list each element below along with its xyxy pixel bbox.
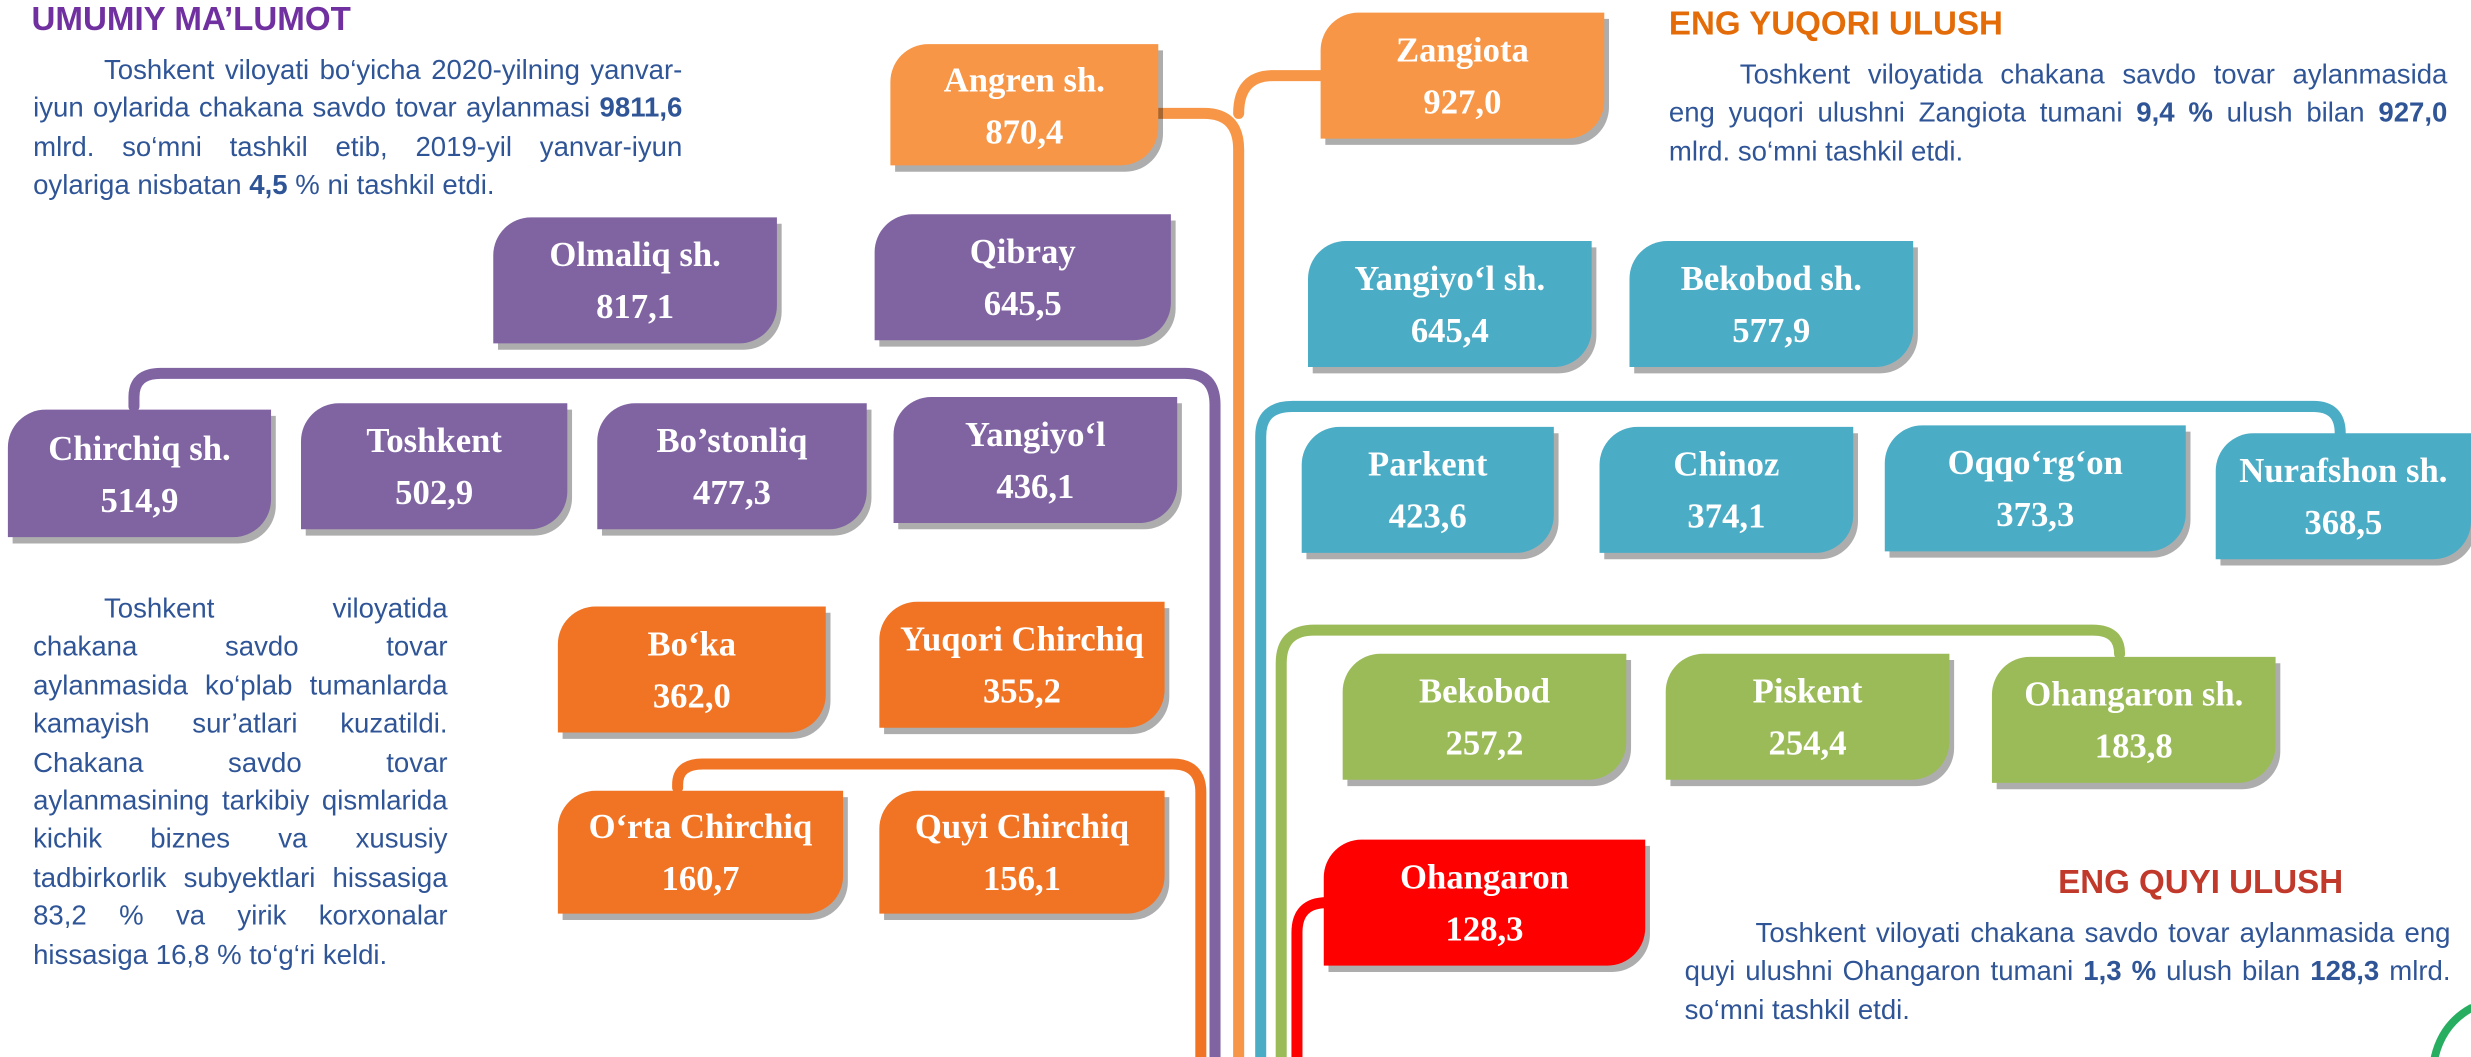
red-connector (1291, 897, 1333, 1057)
orange-connector-lower (672, 758, 1207, 1057)
district-name: Bo’stonliq (656, 420, 808, 460)
district-box: Piskent 254,4 (1665, 653, 1950, 780)
text-segment: 9,4 % (2136, 96, 2213, 129)
district-value: 362,0 (652, 675, 731, 716)
district-name: Ohangaron (1400, 856, 1569, 897)
district-box: Ohangaron 128,3 (1323, 839, 1646, 966)
district-value: 502,9 (395, 472, 474, 512)
district-box: Yuqori Chirchiq 355,2 (879, 601, 1165, 728)
district-box: Chirchiq sh. 514,9 (7, 409, 272, 538)
district-value: 183,8 (2094, 726, 2173, 766)
district-box: O‘rta Chirchiq 160,7 (557, 790, 844, 914)
district-value: 374,1 (1687, 496, 1766, 536)
district-value: 423,6 (1388, 496, 1467, 536)
info-text: Toshkent viloyati bo‘yicha 2020-yilning … (33, 50, 682, 204)
district-name: Piskent (1752, 671, 1863, 711)
district-box: Bo’stonliq 477,3 (597, 403, 867, 530)
text-segment: Toshkent viloyati bo‘yicha 2020-yilning … (33, 53, 683, 124)
blue-connector (1255, 400, 2346, 1057)
district-name: Bekobod sh. (1680, 258, 1862, 298)
district-name: O‘rta Chirchiq (588, 806, 813, 846)
district-name: Oqqo‘rg‘on (1947, 442, 2123, 483)
info-title: UMUMIY MA’LUMOT (31, 1, 351, 38)
district-name: Angren sh. (943, 59, 1105, 99)
district-value: 477,3 (693, 472, 772, 512)
district-box: Qibray 645,5 (874, 214, 1171, 341)
district-box: Olmaliq sh. 817,1 (493, 217, 777, 344)
purple-connector (128, 367, 1221, 1057)
district-box: Quyi Chirchiq 156,1 (879, 790, 1165, 914)
district-box: Bekobod 257,2 (1342, 653, 1627, 780)
text-segment: mlrd. so‘mni tashkil etdi. (1668, 135, 1964, 167)
text-segment: Toshkent viloyatida chakana savdo tovar … (33, 592, 448, 970)
green-connector (1275, 624, 2126, 1057)
district-box: Bekobod sh. 577,9 (1629, 241, 1914, 368)
district-box: Ohangaron sh. 183,8 (1991, 656, 2276, 783)
district-name: Nurafshon sh. (2239, 450, 2448, 490)
district-name: Yangiyo‘l sh. (1354, 258, 1546, 298)
district-value: 160,7 (661, 858, 740, 898)
top-text: Toshkent viloyatida chakana savdo tovar … (1668, 55, 2448, 170)
district-value: 373,3 (1996, 494, 2075, 535)
district-value: 870,4 (985, 111, 1064, 151)
district-name: Olmaliq sh. (549, 234, 721, 275)
district-name: Yangiyo‘l (965, 414, 1106, 454)
district-box: Chinoz 374,1 (1599, 426, 1854, 553)
district-name: Parkent (1368, 444, 1488, 484)
district-value: 156,1 (982, 858, 1061, 898)
district-name: Qibray (969, 231, 1076, 271)
text-segment: 128,3 (2310, 955, 2380, 987)
district-box: Toshkent 502,9 (300, 403, 568, 530)
bottom-title: ENG QUYI ULUSH (2058, 864, 2344, 902)
district-box: Parkent 423,6 (1301, 426, 1554, 553)
district-name: Bekobod (1418, 671, 1551, 711)
text-segment: mlrd. so‘mni tashkil etib, 2019-yil yanv… (33, 130, 683, 201)
text-segment: % ni tashkil etdi. (287, 168, 495, 201)
district-box: Angren sh. 870,4 (890, 44, 1159, 166)
text-segment: ulush bilan (2212, 96, 2379, 129)
district-value: 645,4 (1410, 310, 1489, 350)
district-box: Yangiyo‘l 436,1 (893, 396, 1178, 523)
district-box: Nurafshon sh. 368,5 (2215, 433, 2471, 560)
district-name: Ohangaron sh. (2024, 674, 2244, 714)
district-value: 436,1 (996, 466, 1075, 506)
district-value: 355,2 (982, 671, 1061, 711)
top-title: ENG YUQORI ULUSH (1668, 6, 2003, 43)
text-segment: 927,0 (2378, 96, 2448, 129)
orange-connector (1152, 70, 1327, 1057)
district-value: 927,0 (1423, 81, 1502, 122)
text-segment: mlrd. so‘mni tashkil etdi. (1684, 955, 2451, 1026)
text-segment: 9811,6 (599, 92, 683, 124)
district-name: Chinoz (1673, 444, 1780, 484)
text-segment: 4,5 (249, 168, 288, 201)
district-value: 368,5 (2304, 502, 2383, 542)
district-value: 514,9 (100, 479, 179, 520)
district-box: Yangiyo‘l sh. 645,4 (1307, 241, 1592, 368)
district-name: Toshkent (366, 420, 502, 460)
district-box: Zangiota 927,0 (1320, 12, 1605, 139)
district-value: 817,1 (596, 286, 675, 327)
district-name: Chirchiq sh. (48, 427, 231, 468)
text-segment: ulush bilan (2156, 955, 2311, 987)
text-segment: Toshkent viloyatida chakana savdo tovar … (1668, 58, 2448, 129)
note-text: Toshkent viloyatida chakana savdo tovar … (33, 589, 447, 973)
bottom-text: Toshkent viloyati chakana savdo tovar ay… (1685, 914, 2451, 1029)
district-value: 128,3 (1445, 908, 1524, 949)
district-name: Yuqori Chirchiq (900, 619, 1144, 659)
district-box: Bo‘ka 362,0 (557, 606, 826, 733)
district-value: 254,4 (1768, 723, 1847, 763)
text-segment: 1,3 % (2083, 955, 2157, 987)
district-value: 257,2 (1445, 723, 1524, 763)
district-name: Bo‘ka (647, 623, 737, 664)
corner-arc (2430, 1004, 2471, 1057)
district-value: 577,9 (1732, 310, 1811, 350)
district-name: Quyi Chirchiq (914, 806, 1130, 846)
district-name: Zangiota (1395, 29, 1529, 70)
text-segment: Toshkent viloyati chakana savdo tovar ay… (1684, 916, 2451, 987)
district-box: Oqqo‘rg‘on 373,3 (1884, 425, 2186, 552)
district-value: 645,5 (983, 283, 1062, 323)
